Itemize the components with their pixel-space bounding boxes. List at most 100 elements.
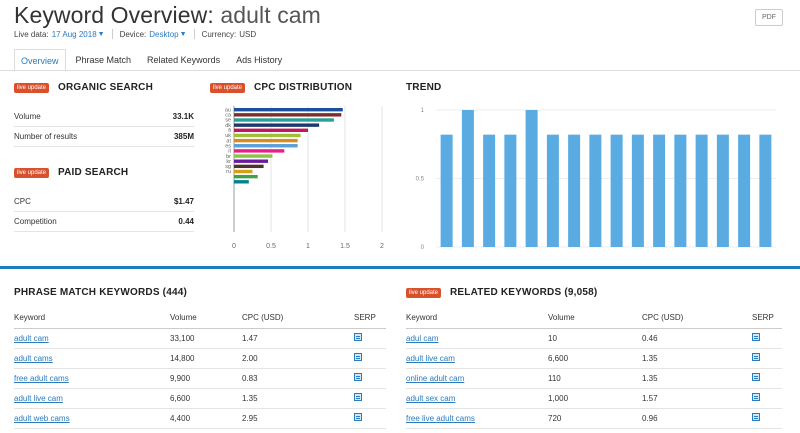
trend-bar: [695, 134, 708, 247]
phrase-match-table: Keyword Volume CPC (USD) SERP adult cam …: [14, 308, 386, 429]
table-row: adult live cam 6,600 1.35: [406, 348, 782, 369]
y-tick-label: 0: [421, 245, 425, 251]
column-header-volume[interactable]: Volume: [548, 308, 642, 329]
cpc-cell: 1.35: [642, 368, 752, 389]
trend-bar: [568, 134, 581, 247]
cpc-bar: [234, 164, 264, 169]
keyword-link[interactable]: free live adult cams: [406, 413, 475, 423]
serp-icon[interactable]: [752, 333, 760, 341]
trend-bar: [504, 134, 517, 247]
live-update-badge: live update: [406, 288, 442, 298]
cpc-cell: 1.57: [642, 388, 752, 409]
table-row: adult cam 33,100 1.47: [14, 328, 386, 349]
cpc-bar: [234, 128, 308, 132]
category-label: es: [225, 143, 231, 149]
category-label: it: [228, 149, 231, 155]
paid-cpc-label: CPC: [14, 197, 31, 206]
cpc-cell: 2.00: [242, 348, 354, 369]
table-row: adult live cam 6,600 1.35: [14, 388, 386, 409]
trend-title: TREND: [406, 82, 442, 93]
serp-icon[interactable]: [752, 373, 760, 381]
serp-icon[interactable]: [752, 353, 760, 361]
section-divider: [0, 266, 800, 269]
keyword-link[interactable]: adult web cams: [14, 413, 70, 423]
volume-cell: 110: [548, 368, 642, 389]
cpc-bar: [234, 133, 301, 138]
table-row: adult cams 14,800 2.00: [14, 348, 386, 369]
column-header-cpc[interactable]: CPC (USD): [242, 308, 354, 329]
live-update-badge: live update: [14, 83, 50, 93]
cpc-bar: [234, 144, 298, 148]
trend-bar: [631, 134, 644, 247]
cpc-cell: 0.83: [242, 368, 354, 389]
table-row: online adult cam 110 1.35: [406, 368, 782, 389]
tab-ads-history[interactable]: Ads History: [236, 55, 283, 65]
column-header-keyword[interactable]: Keyword: [406, 308, 548, 329]
trend-bar: [483, 134, 496, 247]
volume-cell: 10: [548, 328, 642, 349]
live-data-date[interactable]: 17 Aug 2018: [51, 29, 97, 39]
cpc-cell: 0.46: [642, 328, 752, 349]
serp-icon[interactable]: [752, 393, 760, 401]
serp-icon[interactable]: [354, 413, 362, 421]
tab-bar: Overview Phrase Match Related Keywords A…: [14, 49, 292, 72]
page-title: Keyword Overview: adult cam: [14, 2, 321, 29]
x-tick-label: 1.5: [340, 243, 350, 250]
trend-bar: [525, 110, 538, 247]
currency-value: USD: [239, 29, 257, 39]
x-tick-label: 0: [232, 243, 236, 250]
related-keywords-table: Keyword Volume CPC (USD) SERP adul cam 1…: [406, 308, 782, 429]
serp-icon[interactable]: [354, 393, 362, 401]
tab-overview[interactable]: Overview: [14, 49, 66, 72]
keyword-link[interactable]: adult cams: [14, 353, 53, 363]
serp-icon[interactable]: [354, 333, 362, 341]
pdf-export-button[interactable]: PDF: [755, 9, 783, 26]
tab-underline: [0, 70, 800, 71]
cpc-bar: [234, 159, 269, 163]
column-header-volume[interactable]: Volume: [170, 308, 242, 329]
category-label: se: [225, 118, 231, 124]
volume-cell: 6,600: [170, 388, 242, 409]
meta-separator: [111, 29, 113, 39]
category-label: kr: [226, 159, 231, 165]
cpc-distribution-title: CPC DISTRIBUTION: [254, 82, 353, 93]
keyword-link[interactable]: free adult cams: [14, 373, 69, 383]
paid-search-title: PAID SEARCH: [58, 167, 129, 178]
cpc-bar: [234, 138, 298, 143]
cpc-cell: 2.95: [242, 408, 354, 429]
keyword-link[interactable]: adult live cam: [406, 353, 455, 363]
currency-label: Currency:: [201, 29, 237, 39]
category-label: sg: [225, 164, 231, 170]
tab-phrase-match[interactable]: Phrase Match: [75, 55, 132, 65]
title-keyword: adult cam: [220, 2, 321, 28]
y-tick-label: 1: [421, 108, 425, 114]
chevron-down-icon[interactable]: ▼: [179, 30, 187, 38]
serp-icon[interactable]: [354, 353, 362, 361]
live-update-badge: live update: [14, 168, 50, 178]
serp-icon[interactable]: [354, 373, 362, 381]
chevron-down-icon[interactable]: ▼: [97, 30, 105, 38]
keyword-link[interactable]: online adult cam: [406, 373, 465, 383]
cpc-bar: [234, 118, 334, 122]
tab-related-keywords[interactable]: Related Keywords: [147, 55, 221, 65]
keyword-link[interactable]: adul cam: [406, 333, 439, 343]
keyword-link[interactable]: adult live cam: [14, 393, 63, 403]
keyword-link[interactable]: adult cam: [14, 333, 49, 343]
serp-icon[interactable]: [752, 413, 760, 421]
volume-cell: 4,400: [170, 408, 242, 429]
paid-competition-label: Competition: [14, 217, 57, 226]
trend-bar: [674, 134, 687, 247]
x-tick-label: 0.5: [266, 243, 276, 250]
volume-cell: 6,600: [548, 348, 642, 369]
organic-results-row: Number of results 385M: [14, 127, 194, 147]
cpc-bar: [234, 113, 342, 117]
volume-cell: 9,900: [170, 368, 242, 389]
volume-cell: 14,800: [170, 348, 242, 369]
cpc-cell: 1.35: [242, 388, 354, 409]
volume-cell: 1,000: [548, 388, 642, 409]
device-select[interactable]: Desktop: [149, 29, 179, 39]
column-header-cpc[interactable]: CPC (USD): [642, 308, 752, 329]
column-header-keyword[interactable]: Keyword: [14, 308, 170, 329]
keyword-link[interactable]: adult sex cam: [406, 393, 456, 403]
paid-competition-row: Competition 0.44: [14, 212, 194, 232]
